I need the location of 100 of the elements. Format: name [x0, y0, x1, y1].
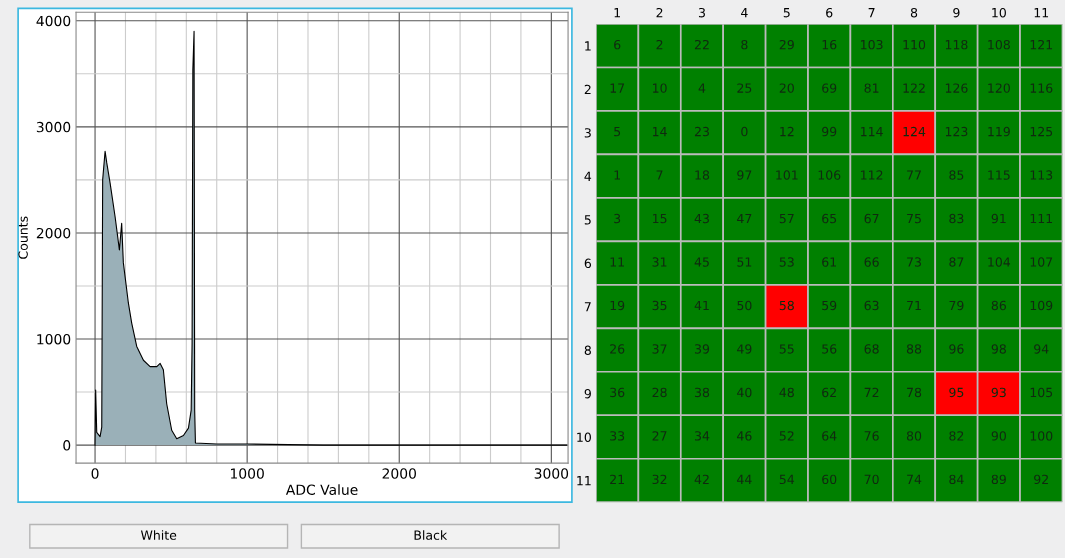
x-tick-label: 2000 [382, 468, 416, 479]
data-label: 100 [1030, 431, 1053, 441]
data-label: 112 [861, 170, 883, 180]
data-label: 81 [864, 83, 879, 93]
data-label: 2 [656, 39, 663, 50]
data-label: 76 [864, 431, 879, 441]
data-label: 74 [907, 474, 922, 484]
data-label: 93 [991, 387, 1006, 398]
data-label: 79 [949, 300, 964, 311]
data-label: 44 [737, 474, 752, 484]
data-label: 48 [779, 387, 794, 398]
y-tick-label: 7 [584, 302, 591, 312]
data-label: 26 [610, 344, 625, 354]
data-label: 17 [610, 83, 625, 93]
x-tick-label: 0 [91, 468, 99, 479]
y-tick-label: 11 [577, 476, 591, 486]
data-label: 40 [737, 387, 752, 398]
x-tick-label: 1 [614, 8, 620, 18]
data-label: 33 [610, 431, 625, 441]
data-label: 99 [822, 126, 837, 137]
x-tick-label: 7 [868, 8, 875, 18]
data-label: 34 [694, 431, 710, 441]
data-label: 60 [822, 474, 837, 485]
data-label: 28 [652, 387, 667, 398]
y-tick-label: 1000 [37, 333, 71, 345]
data-label: 71 [907, 300, 921, 311]
data-label: 43 [694, 213, 709, 224]
data-label: 36 [610, 387, 625, 398]
data-label: 49 [737, 344, 752, 354]
data-label: 88 [906, 344, 922, 354]
y-tick-label: 3 [584, 128, 591, 138]
data-label: 6 [614, 39, 621, 50]
data-label: 39 [694, 344, 710, 354]
data-label: 52 [779, 431, 794, 441]
data-label: 62 [822, 387, 836, 398]
data-label: 106 [818, 170, 841, 180]
data-label: 54 [779, 474, 795, 485]
data-label: 58 [779, 300, 794, 311]
y-tick-label: 9 [584, 388, 591, 399]
data-label: 118 [945, 39, 968, 50]
x-tick-label: 4 [741, 8, 748, 18]
data-label: 97 [737, 170, 752, 180]
y-tick-label: 1 [585, 41, 591, 51]
y-tick-label: 6 [584, 258, 592, 269]
data-label: 83 [949, 213, 964, 224]
y-axis-title: Counts [18, 216, 28, 259]
data-label: 57 [779, 213, 794, 224]
data-label: 126 [945, 83, 968, 93]
x-tick-label: 3000 [534, 468, 569, 479]
data-label: 29 [779, 39, 794, 50]
data-label: 35 [652, 300, 667, 311]
data-label: 19 [610, 300, 625, 311]
data-label: 50 [737, 300, 752, 311]
x-tick-label: 3 [698, 7, 705, 18]
y-tick-label: 3000 [36, 121, 71, 133]
data-label: 22 [694, 39, 709, 50]
data-label: 85 [949, 170, 964, 180]
data-label: 94 [1034, 344, 1049, 354]
data-label: 123 [945, 126, 968, 137]
y-tick-label: 4000 [36, 15, 71, 27]
data-label: 66 [864, 257, 879, 267]
data-label: 72 [864, 387, 879, 397]
x-tick-label: 1000 [231, 468, 264, 479]
data-label: 113 [1030, 170, 1053, 180]
data-label: 37 [652, 344, 667, 354]
data-label: 16 [822, 39, 837, 50]
y-tick-label: 0 [63, 440, 71, 451]
data-label: 103 [861, 39, 883, 50]
data-label: 101 [776, 170, 798, 180]
data-label: 82 [949, 431, 964, 441]
data-label: 86 [991, 300, 1006, 311]
data-label: 12 [780, 126, 794, 137]
data-label: 8 [741, 39, 748, 50]
data-label: 89 [991, 474, 1006, 485]
x-tick-label: 8 [910, 7, 918, 18]
data-label: 95 [949, 387, 964, 398]
data-label: 65 [822, 213, 837, 224]
data-label: 21 [610, 474, 624, 484]
data-label: 67 [864, 213, 879, 224]
y-tick-label: 2000 [36, 227, 71, 239]
data-label: 46 [737, 431, 752, 441]
data-label: 91 [991, 213, 1006, 224]
y-tick-label: 8 [584, 345, 591, 355]
data-label: 45 [694, 257, 709, 267]
data-label: 7 [656, 170, 663, 180]
data-label: 92 [1034, 474, 1048, 485]
x-tick-label: 6 [826, 7, 833, 18]
data-label: 105 [1030, 387, 1053, 398]
data-label: 0 [741, 126, 748, 137]
data-label: 125 [1030, 126, 1053, 137]
data-label: 14 [653, 127, 667, 137]
x-tick-label: 10 [992, 7, 1006, 18]
data-label: 69 [822, 83, 837, 93]
data-label: 15 [653, 213, 667, 224]
data-label: 23 [694, 126, 709, 137]
data-label: 41 [694, 300, 709, 311]
data-label: 3 [614, 213, 621, 224]
data-label: 32 [652, 474, 667, 485]
data-label: 68 [864, 344, 879, 354]
data-label: 116 [1030, 83, 1053, 93]
